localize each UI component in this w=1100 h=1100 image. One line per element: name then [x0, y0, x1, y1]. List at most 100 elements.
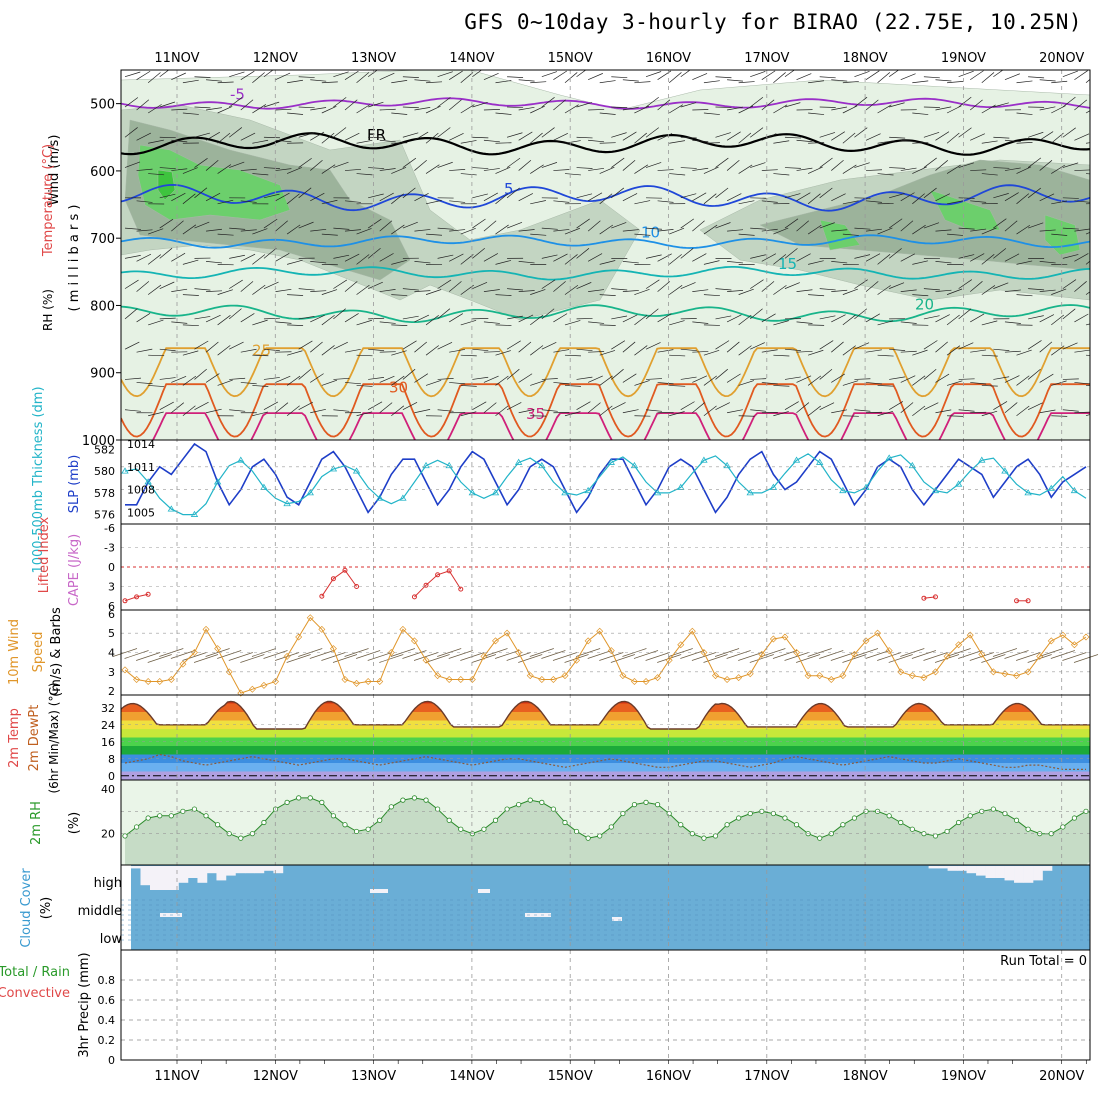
wind-barb-10m: [703, 654, 728, 663]
wind-barb: [796, 321, 813, 324]
thickness-marker: [352, 467, 361, 474]
wind-barb: [877, 140, 894, 144]
wind-barb: [750, 308, 763, 320]
wind-speed-point: [480, 652, 488, 660]
wind-barb: [206, 228, 222, 232]
li-line: [414, 570, 462, 598]
wind-barb-10m: [344, 648, 369, 657]
wind-barb: [761, 349, 778, 353]
date-label-bottom: 15NOV: [548, 1069, 593, 1084]
wind-barb-10m: [356, 650, 381, 659]
wind-barb: [923, 368, 937, 380]
wind-barb: [703, 166, 719, 174]
wind-barb: [634, 314, 648, 326]
wind-barb: [808, 80, 825, 84]
wind-barb: [344, 132, 360, 141]
wind-barb: [796, 73, 812, 81]
wind-speed-point: [607, 647, 615, 655]
wind-barb: [391, 167, 407, 174]
wind-barb: [518, 193, 533, 202]
wind-barb: [808, 142, 825, 144]
wind-barb: [912, 294, 929, 297]
wind-barb: [958, 162, 975, 168]
wind-barb: [541, 254, 558, 259]
wind-barb: [784, 167, 801, 169]
rh2m-point: [319, 799, 325, 805]
wind-barb: [842, 233, 859, 236]
wind-barb-10m: [379, 654, 404, 663]
temp-line: [121, 700, 1090, 730]
wind-barb: [703, 112, 720, 115]
wind-barb: [379, 402, 393, 413]
wind-barb: [761, 200, 778, 203]
wind-speed-point: [665, 656, 673, 664]
wind-barb: [1074, 313, 1089, 323]
wind-barb: [356, 228, 372, 235]
wind-barb: [958, 279, 973, 289]
isotherm-label: 10: [641, 224, 660, 242]
wind-barb: [379, 321, 396, 324]
wind-barb: [518, 373, 533, 383]
wind-speed-point: [318, 625, 326, 633]
wind-barb: [425, 314, 439, 326]
wind-barb-10m: [796, 654, 821, 663]
wind-speed-point: [793, 649, 801, 656]
wind-barb: [576, 102, 592, 108]
rh2m-point: [203, 813, 209, 819]
rh2m-point: [712, 833, 719, 839]
wind-barb: [1004, 289, 1021, 292]
wind-barb: [286, 405, 300, 417]
wind-barb: [900, 402, 914, 413]
wind-barb: [715, 340, 730, 350]
wind-barb: [344, 229, 361, 232]
wind-barb: [576, 248, 590, 259]
wind-barb: [773, 254, 787, 265]
wind-barb: [252, 173, 269, 176]
wind-barb: [136, 99, 150, 111]
wind-barb: [159, 193, 176, 199]
wind-barb: [541, 71, 558, 78]
wind-barb: [923, 132, 940, 138]
wind-barb: [321, 199, 338, 205]
wind-barb: [912, 405, 926, 417]
wind-barb: [182, 405, 196, 417]
wind-tick: 6: [108, 608, 115, 621]
wind-barb: [495, 112, 512, 115]
wind-barb-10m: [853, 648, 879, 657]
rh2m-point: [921, 831, 927, 837]
thickness-marker: [468, 489, 477, 496]
wind-barb: [738, 132, 752, 144]
wind-barb: [171, 220, 184, 232]
wind-barb: [541, 97, 555, 108]
wind-barb: [553, 281, 566, 292]
wind-barb: [865, 253, 881, 262]
wind-barb: [182, 259, 199, 265]
wind-barb: [414, 373, 429, 383]
wind-barb-10m: [124, 650, 149, 659]
wind-barb: [703, 294, 720, 297]
wind-barb: [367, 247, 381, 259]
li-point: [145, 591, 151, 597]
wind-barb: [715, 368, 729, 380]
wind-barb: [449, 382, 466, 385]
wind-barb: [437, 71, 453, 78]
wind-barb: [680, 167, 697, 169]
wind-barb: [1074, 253, 1089, 262]
wind-barb: [1085, 231, 1090, 235]
wind-speed-point: [515, 649, 523, 656]
wind-barb: [993, 70, 1004, 78]
wind-barb-10m: [402, 650, 427, 659]
wind-barb: [715, 288, 732, 291]
rh2m-point: [944, 828, 950, 835]
wind-barb: [298, 368, 312, 380]
li-point: [342, 567, 348, 573]
wind-barb: [796, 139, 813, 143]
wind-barb: [217, 345, 231, 356]
wind-barb: [148, 411, 164, 417]
wind-barb-10m: [749, 654, 774, 663]
wind-speed-point: [630, 677, 638, 685]
wind-barb: [703, 142, 720, 144]
wind-barb-10m: [483, 648, 508, 657]
wind-barb: [229, 254, 245, 259]
wind-barb: [599, 405, 613, 417]
